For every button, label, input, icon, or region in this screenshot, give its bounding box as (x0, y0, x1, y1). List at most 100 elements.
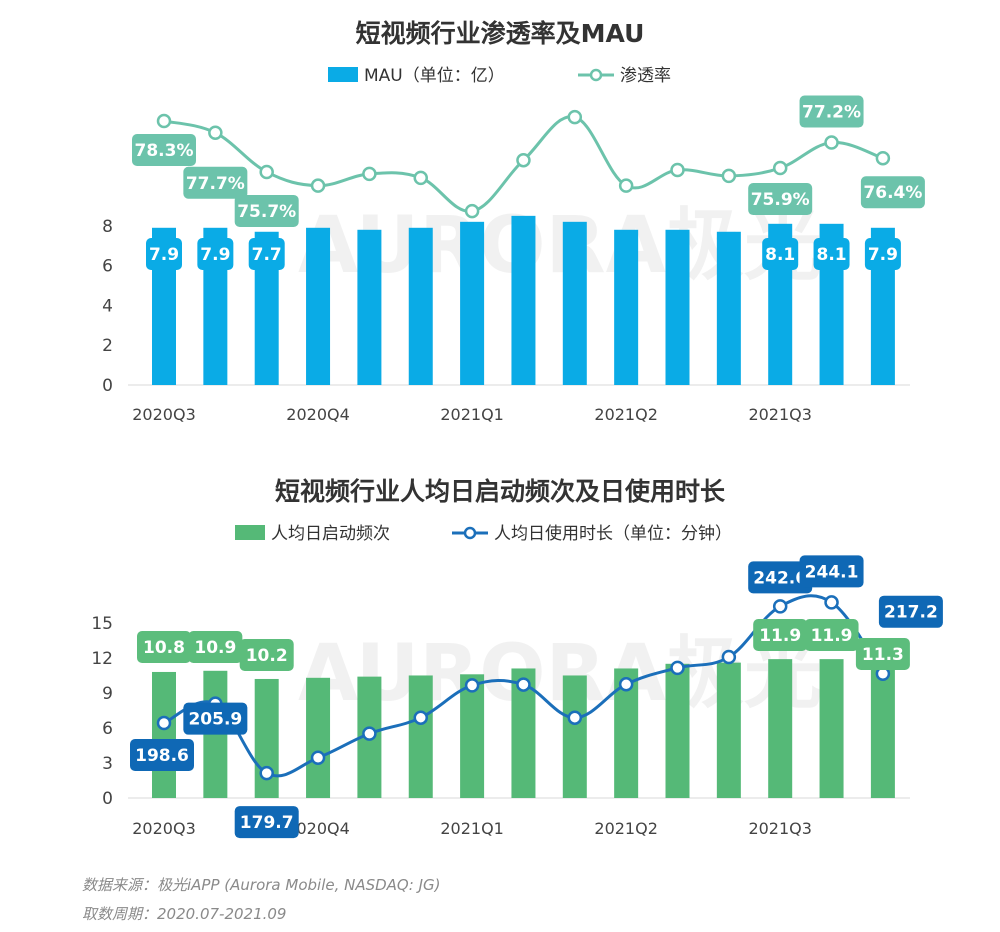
chart1-bar (716, 231, 741, 385)
chart2-bar (306, 677, 331, 798)
chart2-line-point (670, 660, 685, 676)
chart1-line-point (464, 203, 480, 219)
chart2-line-label: 198.6 (135, 746, 189, 766)
chart2-bar-label: 11.9 (759, 626, 801, 646)
chart1-line-label: 76.4% (863, 183, 922, 203)
chart2-x-tick: 2020Q4 (286, 819, 350, 838)
chart2-bar-label: 11.3 (862, 645, 904, 665)
chart2-line-point (464, 678, 480, 693)
chart2-bar (460, 674, 485, 798)
chart2-line-label: 179.7 (240, 813, 294, 833)
chart1-line-point (772, 160, 788, 176)
chart1-bar (357, 229, 382, 385)
chart1-x-tick: 2021Q1 (440, 405, 504, 424)
chart2-line-point (310, 750, 326, 765)
chart1-bar-label-box (864, 238, 901, 270)
chart2-line-label-box (799, 555, 864, 588)
chart1-line-label-box (183, 166, 248, 199)
chart1-y-tick: 0 (102, 376, 113, 396)
chart1-bar-label: 7.7 (252, 245, 282, 265)
chart2-bar-label: 10.2 (246, 646, 288, 666)
chart2-bar (152, 671, 176, 798)
chart1-y-tick: 6 (102, 257, 113, 277)
chart2-bar-label-box (753, 619, 808, 651)
chart2-bar (562, 675, 587, 798)
chart1-line-point (259, 164, 274, 180)
chart2-bar-label-box (188, 631, 243, 663)
chart1-line-point (567, 109, 583, 125)
chart1-y-tick: 4 (102, 296, 113, 316)
chart2-line-label-box (130, 739, 194, 771)
chart2-line-point (567, 710, 583, 725)
chart1-line-point (413, 170, 428, 186)
chart1-bar-label: 8.1 (765, 245, 795, 265)
chart1-line-label-box (132, 134, 196, 166)
chart2-y-tick: 6 (102, 719, 113, 739)
chart1-x-tick: 2021Q3 (748, 405, 812, 424)
chart1-line-label-box (234, 194, 299, 227)
chart1-bar-label: 8.1 (816, 245, 846, 265)
chart2-y-tick: 15 (91, 614, 113, 634)
chart1-bar-label: 7.9 (149, 245, 179, 265)
chart1-line-label-box (748, 183, 813, 216)
chart2-title: 短视频行业人均日启动频次及日使用时长 (275, 477, 726, 506)
chart1-bar (665, 229, 690, 385)
chart2-line-label: 242.6 (753, 568, 807, 588)
chart1-line-point (362, 166, 377, 182)
chart1-line-point (156, 113, 172, 129)
chart1-bar-label: 7.9 (868, 245, 898, 265)
chart2-line-label-box (234, 806, 299, 839)
chart1-line-point (670, 162, 685, 178)
chart2-line-label-box (878, 595, 943, 628)
chart2-x-tick: 2020Q3 (132, 819, 196, 838)
chart2-line-point (413, 710, 428, 725)
footer-period: 取数周期：2020.07-2021.09 (82, 905, 287, 923)
chart1-line-point (721, 168, 737, 184)
chart1-bar (306, 227, 331, 385)
chart2-x-tick: 2021Q2 (594, 819, 658, 838)
chart1-bar (614, 229, 639, 385)
chart1-legend-line-label: 渗透率 (620, 66, 671, 86)
chart2-line-point (156, 715, 172, 731)
chart2-y-tick: 0 (102, 789, 113, 809)
footer-source: 数据来源：极光iAPP (Aurora Mobile, NASDAQ: JG) (82, 876, 441, 894)
chart2-line-point (618, 677, 634, 692)
chart2-legend-bar-label: 人均日启动频次 (271, 524, 390, 544)
chart1-line-point (875, 150, 891, 166)
chart2-line-label-box (183, 702, 248, 735)
chart2-line-point (362, 726, 377, 741)
chart2-bar-label-box (137, 631, 191, 663)
chart1-line-label: 75.9% (751, 190, 810, 210)
chart1-line-point (516, 152, 531, 168)
chart1-x-tick: 2020Q3 (132, 405, 196, 424)
chart2-bar (665, 663, 690, 798)
chart1-bar (511, 215, 536, 385)
chart2-y-tick: 9 (102, 684, 113, 704)
chart1-line-label: 77.2% (802, 103, 861, 123)
chart1-bar-label-box (248, 238, 285, 270)
chart1-bar-label-box (813, 238, 850, 270)
chart1-line-label-box (799, 95, 864, 128)
chart2-line-point (772, 599, 788, 614)
chart1-bar (460, 221, 485, 385)
chart1-bar-label-box (197, 238, 234, 270)
chart2-line-point (721, 649, 737, 665)
chart1-line-point (618, 178, 634, 193)
chart1-line-point (208, 125, 223, 141)
chart2-line-point (516, 677, 531, 692)
chart1-line-label-box (860, 176, 925, 209)
chart2-bar-label: 10.9 (194, 638, 236, 658)
chart1-line-point (824, 135, 839, 150)
chart2-x-tick: 2021Q1 (440, 819, 504, 838)
chart2-bar-label: 11.9 (811, 626, 853, 646)
chart1-x-tick: 2020Q4 (286, 405, 350, 424)
chart2-bar (768, 659, 793, 798)
chart2-legend-line-label: 人均日使用时长（单位：分钟） (494, 523, 732, 544)
chart1-bar-label-box (146, 238, 182, 270)
chart2-line-point (259, 765, 274, 781)
chart1-bar (408, 227, 433, 385)
chart2-line-point (824, 595, 839, 610)
chart2-bar (408, 675, 433, 798)
chart2-bar-label-box (804, 619, 859, 651)
